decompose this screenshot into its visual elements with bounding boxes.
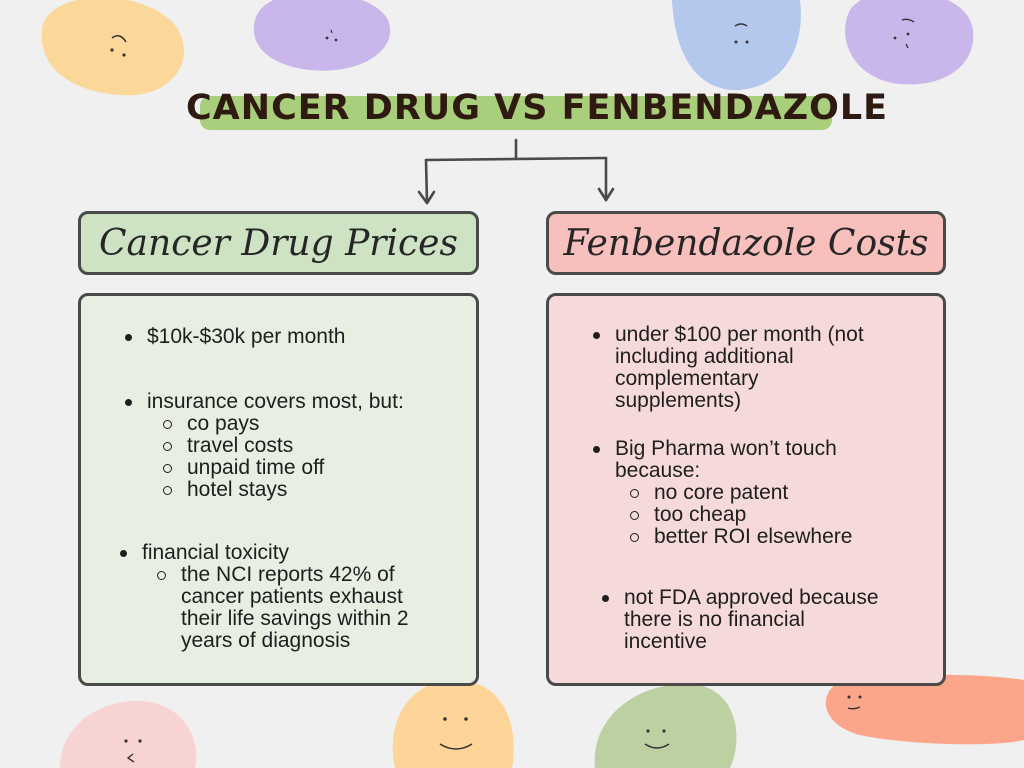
violet-blob-face <box>845 0 974 85</box>
sub-text: no core patent <box>654 481 789 504</box>
sub-item: the NCI reports 42% of <box>157 563 395 586</box>
salmon-blob-face <box>825 674 1024 745</box>
blue-blob-face <box>672 0 801 91</box>
ring-bullet <box>163 442 172 451</box>
item-text: not FDA approved because <box>624 586 879 609</box>
ring-bullet <box>163 464 172 473</box>
item-text: because: <box>615 459 701 482</box>
item-text: insurance covers most, but: <box>147 390 404 413</box>
ring-bullet <box>163 486 172 495</box>
item-text: under $100 per month (not <box>615 323 864 346</box>
sub-text-line: their life savings within 2 <box>181 608 409 630</box>
arrowhead-left <box>417 190 436 205</box>
sub-text: their life savings within 2 <box>181 607 409 630</box>
arrowhead-right <box>597 187 615 202</box>
ring-bullet <box>163 420 172 429</box>
bullet <box>125 334 132 341</box>
sub-text: better ROI elsewhere <box>654 525 853 548</box>
sub-text-line: years of diagnosis <box>181 630 350 652</box>
right-heading: Fenbendazole Costs <box>563 222 929 264</box>
list-item: financial toxicity <box>120 541 290 564</box>
item-text: Big Pharma won’t touch <box>615 437 837 460</box>
left-heading-box: Cancer Drug Prices <box>78 211 479 275</box>
sub-item: hotel stays <box>163 478 288 501</box>
title-highlight <box>200 96 832 130</box>
item-text: financial toxicity <box>142 541 290 564</box>
left-panel: $10k-$30k per month insurance covers mos… <box>78 293 479 686</box>
pink-blob-face <box>60 700 197 768</box>
item-text: there is no financial <box>624 608 805 631</box>
item-text: complementary <box>615 367 759 390</box>
list-item: under $100 per month (not including addi… <box>593 323 864 412</box>
right-heading-box: Fenbendazole Costs <box>546 211 946 275</box>
sub-text: hotel stays <box>187 478 288 501</box>
arrow-branch <box>424 156 608 162</box>
item-text: incentive <box>624 630 707 653</box>
bullet <box>120 550 127 557</box>
ring-bullet <box>630 489 639 498</box>
sub-item: unpaid time off <box>163 456 325 479</box>
list-item: $10k-$30k per month <box>125 325 346 348</box>
item-text: including additional <box>615 345 794 368</box>
list-item: Big Pharma won’t touch because: <box>593 437 837 482</box>
green-blob-face <box>594 683 737 768</box>
sub-text: co pays <box>187 412 260 435</box>
bullet <box>125 399 132 406</box>
list-item: insurance covers most, but: <box>125 390 404 413</box>
sub-text: the NCI reports 42% of <box>181 563 395 586</box>
ring-bullet <box>157 571 166 580</box>
yellow-blob-face <box>392 680 514 768</box>
right-panel: under $100 per month (not including addi… <box>546 293 946 686</box>
sub-item: better ROI elsewhere <box>630 525 853 548</box>
bullet <box>593 332 600 339</box>
sub-item: travel costs <box>163 434 294 457</box>
sub-text: years of diagnosis <box>181 629 351 652</box>
sub-text: unpaid time off <box>187 456 325 479</box>
left-heading: Cancer Drug Prices <box>99 222 458 264</box>
sub-text: travel costs <box>187 434 294 457</box>
item-text: supplements) <box>615 389 742 412</box>
page-title: CANCER DRUG VS FENBENDAZOLE <box>186 88 889 128</box>
list-item: not FDA approved because there is no fin… <box>602 586 879 653</box>
sub-item: too cheap <box>630 503 747 526</box>
orange-blob-face <box>41 0 184 96</box>
ring-bullet <box>630 511 639 520</box>
sub-item: no core patent <box>630 481 789 504</box>
item-text: $10k-$30k per month <box>147 325 346 348</box>
bullet <box>602 595 609 602</box>
arrow-left-down <box>424 158 429 205</box>
sub-item: co pays <box>163 412 260 435</box>
sub-text: too cheap <box>654 503 747 526</box>
sub-text-line: cancer patients exhaust <box>181 586 403 608</box>
title-banner: CANCER DRUG VS FENBENDAZOLE <box>186 82 889 134</box>
purple-blob-face <box>253 0 390 71</box>
bullet <box>593 446 600 453</box>
sub-text: cancer patients exhaust <box>181 585 403 608</box>
ring-bullet <box>630 533 639 542</box>
